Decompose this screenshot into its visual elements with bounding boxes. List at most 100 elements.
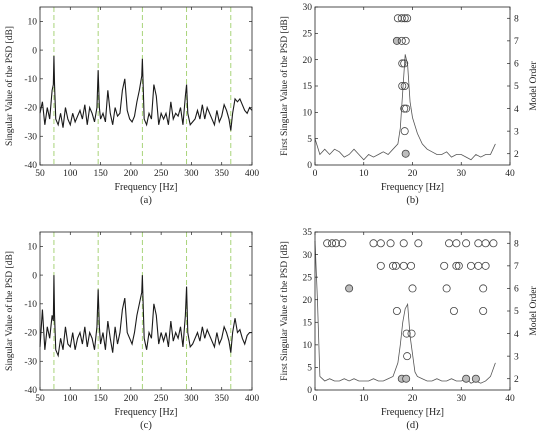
x-tick-label: 250	[154, 394, 169, 404]
stabilization-point-17	[388, 261, 397, 270]
stabilization-point-16	[376, 261, 385, 270]
stabilization-point-12	[462, 239, 471, 248]
y2-tick-label: 2	[514, 150, 519, 160]
panel-b: 0 10 20 30 40 0 5 10 15 20 25 30 2 3 4 5 6 7 8 Model Order F…	[279, 3, 539, 206]
y-tick-label: -30	[24, 357, 37, 367]
x-tick-label: 10	[359, 169, 369, 179]
stabilization-point-5	[369, 239, 378, 248]
y2-tick-label: 7	[514, 262, 519, 272]
stabilization-point-40	[471, 374, 480, 383]
y2-tick-label: 4	[514, 105, 519, 115]
plot-frame	[314, 6, 511, 166]
y-tick-label: 10	[303, 109, 313, 119]
x-tick-label: 0	[313, 169, 318, 179]
plot-frame	[314, 231, 511, 391]
y-tick-label: 25	[303, 273, 313, 283]
stabilization-point-20	[407, 261, 416, 270]
y2-tick-label: 6	[514, 285, 519, 295]
y-tick-label: 10	[28, 18, 38, 28]
stabilization-point-39	[462, 374, 471, 383]
y-tick-label: 20	[303, 296, 313, 306]
stabilization-point-25	[474, 261, 483, 270]
stabilization-point-12	[400, 104, 409, 113]
panel-d: 0 10 20 30 40 0 5 10 15 20 25 30 35 2 3 4 5 6 7 8 Model Orde…	[279, 228, 539, 431]
x-tick-label: 100	[63, 394, 78, 404]
x-tick-label: 200	[124, 169, 139, 179]
y-tick-label: 0	[307, 386, 312, 396]
y-axis-label: Singular Value of the PSD [dB]	[4, 251, 15, 371]
stabilization-point-36	[403, 352, 412, 361]
panel-c: 50 100 150 200 250 300 350 400 -40 -30 -20 -10 0 10 Fr…	[4, 231, 259, 431]
series-line-1	[39, 55, 253, 131]
panel-a: 50 100 150 200 250 300 350 400 -40 -30 -20 -10 0 10 Fr…	[4, 6, 259, 206]
y-tick-label: -20	[24, 329, 37, 339]
stabilization-point-3	[400, 14, 409, 23]
y-tick-label: 30	[303, 251, 313, 261]
stabilization-point-2	[328, 239, 337, 248]
y2-tick-label: 5	[514, 307, 519, 317]
y2-tick-label: 7	[514, 37, 519, 47]
y-tick-label: -10	[24, 75, 37, 85]
x-tick-label: 250	[154, 169, 169, 179]
y-tick-label: 30	[303, 3, 313, 13]
x-tick-label: 30	[457, 169, 467, 179]
stabilization-point-9	[400, 59, 409, 68]
stabilization-point-2	[397, 14, 406, 23]
stabilization-point-13	[474, 239, 483, 248]
stabilization-point-13	[402, 104, 411, 113]
series-line-1	[39, 275, 252, 358]
stabilization-point-15	[401, 149, 410, 158]
stabilization-point-4	[403, 14, 412, 23]
stabilization-point-21	[440, 261, 449, 270]
y2-tick-label: 5	[514, 82, 519, 92]
x-axis-label: Frequency [Hz]	[114, 407, 177, 418]
y-tick-label: -40	[24, 386, 37, 396]
y2-tick-label: 3	[514, 352, 519, 362]
panel-caption: (c)	[140, 420, 152, 431]
stabilization-point-1	[323, 239, 332, 248]
stabilization-point-8	[399, 239, 408, 248]
x-axis-label: Frequency [Hz]	[114, 182, 177, 193]
plot-frame	[39, 6, 253, 166]
y-axis-label: Singular Value of the PSD [dB]	[4, 26, 15, 146]
x-tick-label: 300	[184, 169, 199, 179]
y2-tick-label: 8	[514, 239, 519, 249]
stabilization-point-6	[376, 239, 385, 248]
x-tick-label: 30	[457, 394, 467, 404]
y-tick-label: 0	[32, 271, 37, 281]
x-tick-label: 300	[184, 394, 199, 404]
stabilization-point-9	[414, 239, 423, 248]
stabilization-point-3	[331, 239, 340, 248]
stabilization-point-24	[466, 261, 475, 270]
stabilization-point-14	[481, 239, 490, 248]
stabilization-point-27	[345, 284, 354, 293]
y-tick-label: -10	[24, 300, 37, 310]
stabilization-point-35	[407, 329, 416, 338]
stabilization-point-19	[399, 261, 408, 270]
y-tick-label: 25	[303, 30, 313, 40]
x-tick-label: 100	[63, 169, 78, 179]
x-tick-label: 350	[215, 169, 230, 179]
y-tick-label: -40	[24, 161, 37, 171]
y-tick-label: -20	[24, 104, 37, 114]
stabilization-point-6	[397, 36, 406, 45]
y-tick-label: 5	[307, 364, 312, 374]
panel-caption: (d)	[406, 420, 419, 431]
y-tick-label: 35	[303, 228, 313, 238]
x-tick-label: 350	[215, 394, 230, 404]
y-tick-label: 10	[303, 341, 313, 351]
x-tick-label: 50	[35, 169, 45, 179]
x-tick-label: 200	[124, 394, 139, 404]
stabilization-point-31	[392, 306, 401, 315]
y-tick-label: 20	[303, 56, 313, 66]
stabilization-point-28	[408, 284, 417, 293]
stabilization-point-4	[338, 239, 347, 248]
stabilization-point-10	[398, 82, 407, 91]
panel-caption: (b)	[406, 195, 419, 206]
x-axis-label: Frequency [Hz]	[381, 182, 444, 193]
x-tick-label: 20	[408, 169, 418, 179]
stabilization-point-29	[442, 284, 451, 293]
stabilization-point-22	[452, 261, 461, 270]
stabilization-point-23	[454, 261, 463, 270]
